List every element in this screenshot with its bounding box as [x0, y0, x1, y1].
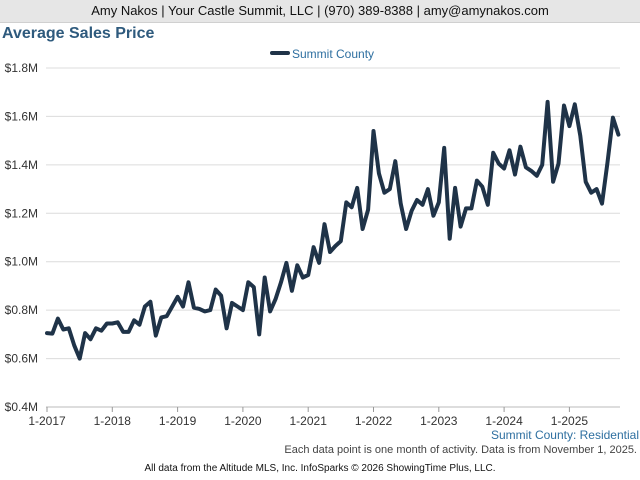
- x-tick-label: 1-2020: [224, 414, 262, 428]
- header-contact-bar: Amy Nakos | Your Castle Summit, LLC | (9…: [0, 0, 640, 23]
- x-tick-label: 1-2017: [28, 414, 66, 428]
- x-tick-label: 1-2019: [159, 414, 197, 428]
- y-tick-label: $0.6M: [5, 352, 38, 366]
- x-tick-label: 1-2023: [420, 414, 458, 428]
- chart-axes: $0.4M $0.6M $0.8M $1.0M $1.2M $1.4M $1.6M $1.8M…: [5, 61, 620, 428]
- x-tick-label: 1-2025: [551, 414, 589, 428]
- chart-legend: Summit County: [270, 47, 374, 61]
- legend-label: Summit County: [292, 47, 374, 61]
- x-tick-label: 1-2021: [290, 414, 328, 428]
- x-tick-label: 1-2022: [355, 414, 393, 428]
- y-tick-label: $1.4M: [5, 158, 38, 172]
- contact-line: Amy Nakos | Your Castle Summit, LLC | (9…: [91, 3, 549, 18]
- data-credit: All data from the Altitude MLS, Inc. Inf…: [144, 463, 496, 474]
- y-tick-label: $1.8M: [5, 61, 38, 75]
- y-tick-label: $1.0M: [5, 255, 38, 269]
- chart-title: Average Sales Price: [2, 25, 155, 42]
- y-tick-label: $1.2M: [5, 206, 38, 220]
- y-tick-label: $0.8M: [5, 303, 38, 317]
- data-note: Each data point is one month of activity…: [284, 444, 637, 456]
- series-line-summit-county: [45, 99, 621, 361]
- chart-grid: [46, 67, 620, 408]
- x-tick-label: 1-2024: [485, 414, 523, 428]
- y-tick-label: $0.4M: [5, 400, 38, 414]
- y-tick-label: $1.6M: [5, 109, 38, 123]
- x-tick-label: 1-2018: [94, 414, 132, 428]
- chart-series: [45, 99, 621, 361]
- region-label: Summit County: Residential: [490, 428, 639, 442]
